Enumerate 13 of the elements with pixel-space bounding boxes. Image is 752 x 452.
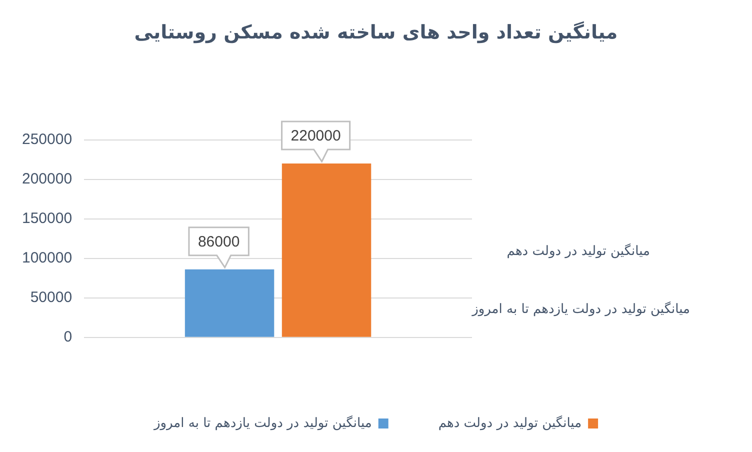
y-tick-label: 200000 — [22, 170, 72, 188]
data-label: 220000 — [290, 128, 341, 145]
y-tick-label: 50000 — [30, 289, 72, 306]
data-label: 86000 — [198, 234, 240, 251]
text: میانگین تولید در دولت دهم — [506, 244, 650, 259]
legend-label: میانگین تولید در دولت دهم — [438, 414, 582, 431]
y-tick-label: 0 — [64, 328, 72, 346]
y-tick-label: 250000 — [22, 130, 72, 148]
legend-label: میانگین تولید در دولت یازدهم تا به امروز — [152, 414, 372, 431]
chart-title: میانگین تعداد واحد های ساخته شده مسکن روستایی — [134, 20, 618, 44]
text: میانگین تولید در دولت یازدهم تا به امروز — [472, 302, 690, 317]
y-tick-label: 150000 — [22, 210, 72, 227]
y-tick-label: 100000 — [22, 250, 72, 266]
